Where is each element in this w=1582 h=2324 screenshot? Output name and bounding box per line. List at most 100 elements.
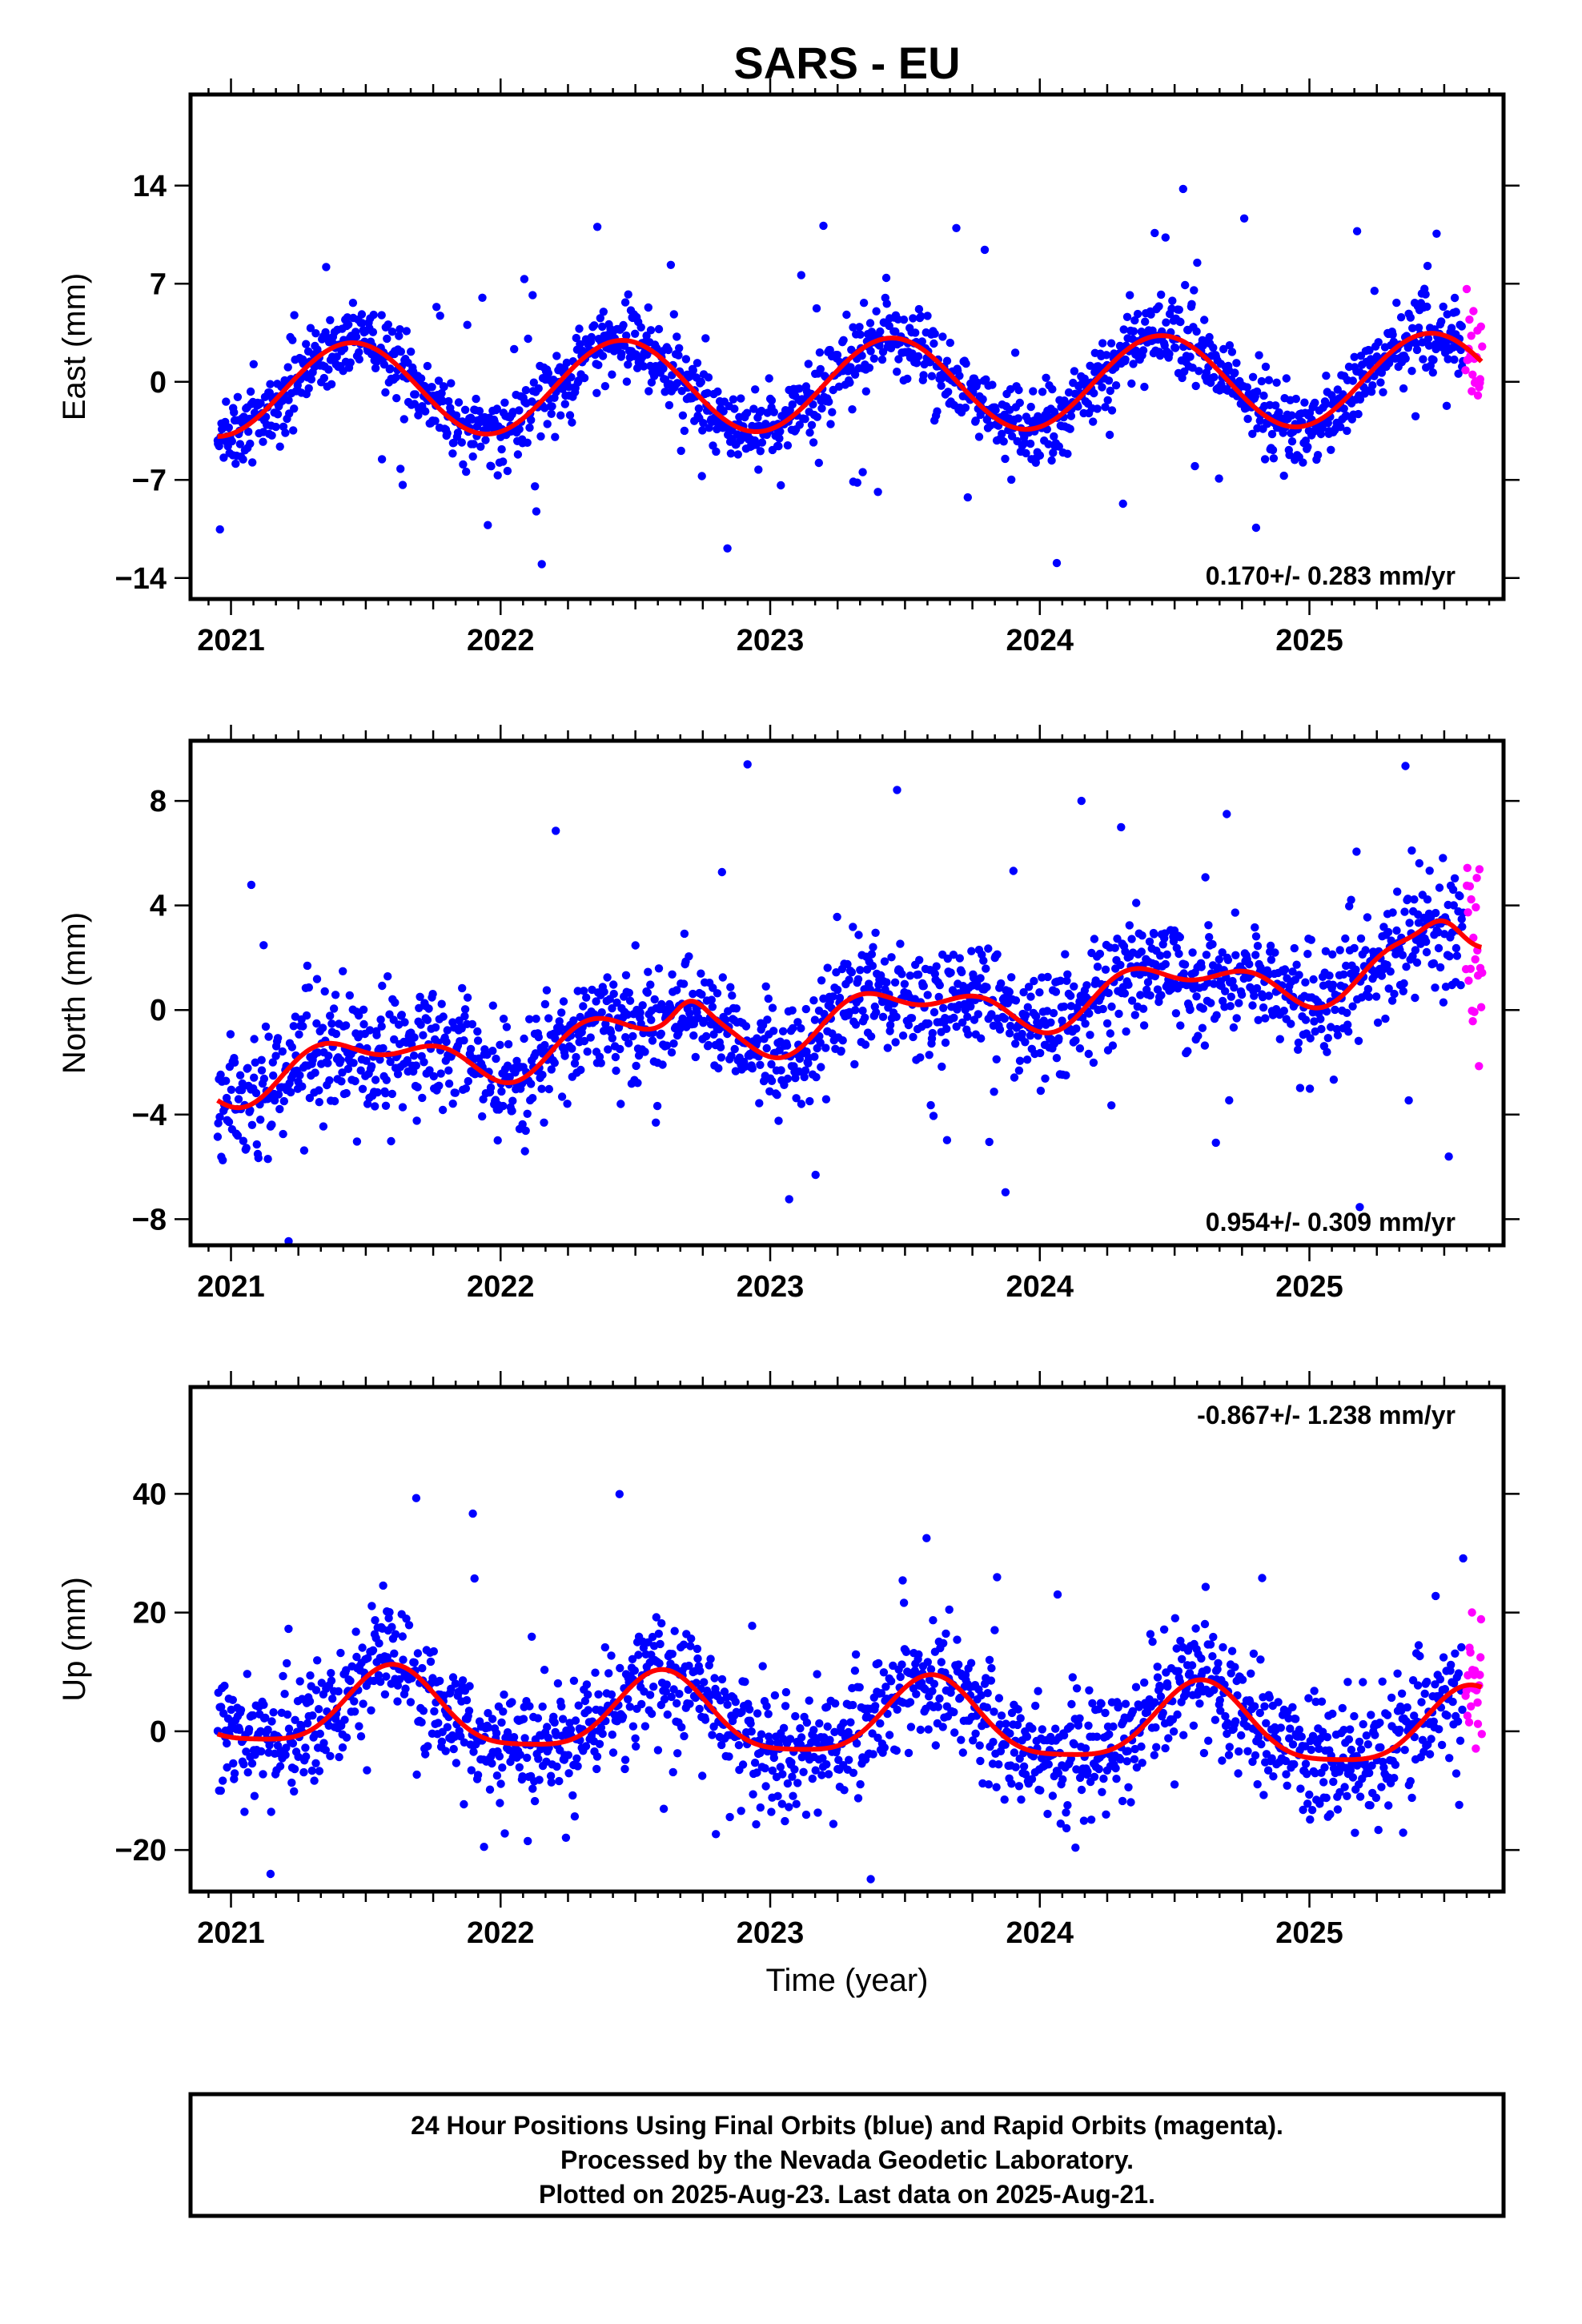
north-final-point	[1086, 1031, 1094, 1039]
north-final-point	[1431, 983, 1439, 992]
north-final-point	[1221, 987, 1230, 996]
north-final-point	[850, 1059, 859, 1069]
up-final-point	[1187, 1661, 1197, 1670]
north-rapid-point	[1475, 865, 1484, 874]
east-final-point	[459, 460, 468, 469]
up-final-point	[379, 1581, 387, 1590]
north-final-point	[213, 1132, 223, 1141]
north-final-point	[1043, 972, 1052, 982]
east-final-point	[1007, 432, 1017, 440]
up-final-point	[1210, 1686, 1219, 1695]
up-final-point	[693, 1644, 702, 1654]
up-final-point	[596, 1723, 606, 1732]
up-final-point	[473, 1771, 483, 1779]
up-final-point	[568, 1791, 577, 1800]
north-final-point	[393, 1070, 403, 1079]
north-final-point	[458, 983, 467, 993]
up-final-point	[574, 1701, 583, 1710]
north-final-point	[419, 1031, 428, 1039]
north-final-point	[250, 1035, 259, 1043]
east-final-point	[1133, 309, 1142, 319]
north-final-point	[885, 1027, 894, 1035]
north-final-point	[992, 1055, 1001, 1064]
up-final-point	[637, 1699, 646, 1709]
up-final-point	[1178, 1655, 1186, 1663]
north-final-point	[460, 1005, 470, 1014]
north-final-point	[420, 1058, 428, 1067]
up-final-point	[216, 1786, 225, 1795]
north-final-point	[987, 1010, 996, 1019]
north-final-point	[777, 1066, 785, 1075]
up-final-point	[669, 1767, 677, 1777]
north-final-point	[1294, 1038, 1303, 1047]
north-final-point	[1322, 1007, 1331, 1016]
east-final-point	[661, 388, 669, 396]
north-final-point	[345, 991, 354, 1000]
up-final-point	[546, 1771, 556, 1780]
east-final-point	[544, 368, 553, 378]
east-final-point	[980, 245, 990, 255]
north-final-point	[250, 1073, 259, 1082]
north-final-point	[1052, 1054, 1062, 1063]
north-final-point	[463, 993, 472, 1002]
north-final-point	[1352, 847, 1361, 856]
up-final-point	[1036, 1786, 1045, 1795]
up-final-point	[1097, 1699, 1106, 1708]
up-final-point	[604, 1669, 613, 1678]
up-final-point	[1074, 1721, 1083, 1730]
up-final-point	[712, 1830, 721, 1839]
north-final-point	[1156, 951, 1165, 960]
up-final-point	[668, 1650, 677, 1659]
up-final-point	[1063, 1801, 1072, 1810]
east-final-point	[304, 384, 313, 393]
north-final-point	[697, 969, 705, 978]
north-final-point	[1049, 1008, 1058, 1018]
up-final-point	[823, 1722, 832, 1731]
east-final-point	[575, 324, 584, 333]
up-final-point	[661, 1687, 670, 1696]
north-final-point	[425, 1066, 434, 1075]
up-final-point	[781, 1687, 791, 1697]
up-final-point	[768, 1766, 777, 1775]
north-final-point	[400, 1018, 409, 1027]
north-final-point	[324, 1051, 333, 1060]
north-final-point	[1046, 1018, 1055, 1027]
east-final-point	[1227, 348, 1237, 356]
north-final-point	[355, 1011, 363, 1020]
east-final-point	[484, 521, 492, 529]
north-final-point	[890, 978, 900, 987]
north-final-point	[985, 1137, 994, 1147]
east-final-point	[1066, 412, 1076, 420]
east-final-point	[938, 332, 947, 341]
north-final-point	[794, 1067, 804, 1076]
up-final-point	[983, 1689, 992, 1698]
up-final-point	[290, 1764, 299, 1774]
north-rapid-point	[1468, 1017, 1477, 1026]
up-final-point	[259, 1700, 268, 1709]
up-final-point	[269, 1708, 278, 1717]
north-final-point	[1208, 939, 1217, 949]
north-final-point	[233, 1131, 243, 1140]
up-final-point	[346, 1676, 355, 1686]
east-final-point	[946, 338, 955, 348]
north-final-point	[652, 1118, 661, 1128]
up-final-point	[1043, 1809, 1052, 1819]
north-final-point	[1253, 942, 1263, 951]
east-final-point	[592, 223, 602, 231]
north-final-point	[1410, 895, 1419, 904]
up-final-point	[781, 1702, 790, 1711]
up-final-point	[696, 1667, 705, 1675]
up-final-point	[462, 1695, 472, 1705]
north-final-point	[823, 963, 832, 972]
east-final-point	[311, 329, 320, 338]
north-final-point	[1390, 989, 1399, 999]
east-final-point	[751, 385, 760, 394]
north-final-point	[646, 980, 655, 989]
north-final-point	[1347, 895, 1355, 904]
north-final-point	[851, 1020, 861, 1029]
east-final-point	[290, 404, 299, 413]
up-final-point	[223, 1739, 231, 1748]
up-final-point	[1126, 1798, 1135, 1807]
east-final-point	[917, 337, 927, 346]
north-y-axis-label: North (mm)	[57, 912, 92, 1074]
